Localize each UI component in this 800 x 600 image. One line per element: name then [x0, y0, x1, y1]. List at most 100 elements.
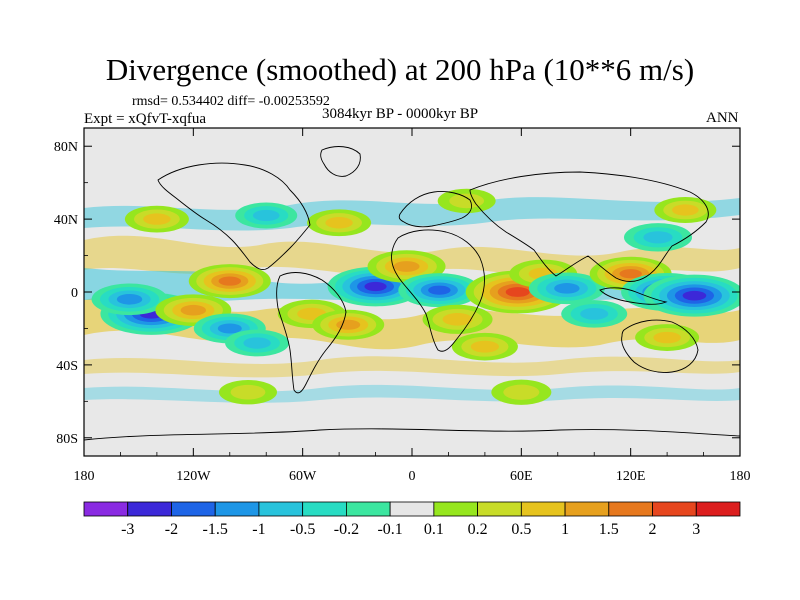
- divergence-feature: [124, 205, 189, 233]
- divergence-feature: [451, 332, 518, 361]
- divergence-feature: [491, 379, 552, 405]
- divergence-contour: [325, 217, 353, 229]
- divergence-feature: [561, 300, 628, 328]
- divergence-contour: [428, 285, 451, 295]
- colorbar-swatch: [127, 501, 172, 517]
- colorbar-swatch: [83, 501, 129, 517]
- colorbar-label: -0.1: [377, 521, 402, 538]
- divergence-contour: [243, 337, 271, 349]
- colorbar-label: 1.5: [599, 521, 619, 538]
- colorbar-swatch: [520, 501, 566, 517]
- colorbar-swatch: [477, 501, 522, 517]
- coastlines: [84, 146, 740, 441]
- divergence-contour: [230, 384, 266, 400]
- colorbar-swatch: [652, 501, 697, 517]
- colorbar-label: 0.1: [424, 521, 444, 538]
- divergence-feature: [624, 223, 692, 252]
- divergence-field: [84, 188, 740, 405]
- colorbar-label: -0.5: [290, 521, 315, 538]
- divergence-feature: [307, 209, 372, 237]
- x-tick-label: 120W: [176, 469, 211, 484]
- divergence-feature: [635, 324, 700, 351]
- divergence-contour: [682, 290, 707, 301]
- north-america-outline: [157, 162, 311, 271]
- experiment-label: Expt = xQfvT-xqfua: [84, 111, 207, 127]
- divergence-contour: [470, 340, 499, 353]
- divergence-contour: [580, 307, 609, 320]
- divergence-contour: [143, 213, 171, 225]
- divergence-contour: [217, 323, 242, 334]
- colorbar-swatch: [258, 501, 304, 517]
- divergence-contour: [218, 276, 241, 286]
- divergence-feature: [188, 264, 271, 299]
- colorbar-swatch: [564, 501, 610, 517]
- divergence-feature: [528, 272, 605, 305]
- colorbar-swatch: [389, 501, 435, 517]
- divergence-contour: [116, 293, 143, 305]
- divergence-feature: [422, 304, 493, 334]
- colorbar-swatch: [433, 501, 478, 517]
- divergence-feature: [398, 273, 481, 308]
- greenland-outline: [320, 146, 361, 177]
- europe-outline: [398, 191, 473, 228]
- antarctica-outline: [84, 428, 740, 441]
- x-tick-label: 60W: [289, 469, 317, 484]
- divergence-contour: [393, 261, 420, 272]
- y-tick-label: 80N: [54, 140, 78, 155]
- colorbar-label: 1: [561, 521, 569, 538]
- colorbar-label: -1.5: [203, 521, 228, 538]
- south-america-outline: [276, 272, 347, 394]
- colorbar-label: 3: [692, 521, 700, 538]
- colorbar-swatch: [171, 501, 216, 517]
- colorbar-swatch: [345, 501, 391, 517]
- divergence-feature: [312, 309, 385, 340]
- indonesia-outline: [599, 287, 668, 305]
- y-tick-label: 40N: [54, 213, 78, 228]
- x-tick-label: 180: [74, 469, 95, 484]
- divergence-contour: [643, 231, 673, 244]
- x-tick-label: 60E: [510, 469, 533, 484]
- divergence-feature: [654, 197, 717, 223]
- map-axes: 180 120W 60W 0 60E 120E 180 80N 40N 0 40S 80S: [54, 128, 751, 484]
- divergence-feature: [91, 283, 168, 316]
- colorbar-label: -1: [252, 521, 265, 538]
- divergence-contour: [619, 269, 642, 279]
- colorbar-label: -3: [121, 521, 134, 538]
- colorbar-label: 0.2: [468, 521, 488, 538]
- divergence-contour: [364, 281, 387, 292]
- colorbar-swatch: [608, 501, 653, 517]
- divergence-contour: [180, 304, 207, 316]
- divergence-contour: [449, 193, 485, 209]
- divergence-contour: [505, 287, 530, 297]
- colorbar-label: -0.2: [334, 521, 359, 538]
- divergence-feature: [225, 329, 290, 357]
- y-tick-label: 0: [71, 286, 78, 301]
- season-label: ANN: [706, 110, 739, 126]
- colorbar-swatch: [302, 501, 347, 517]
- divergence-contour: [336, 319, 361, 330]
- divergence-features: [91, 188, 740, 405]
- colorbar-swatch: [695, 501, 741, 517]
- stats-text: rmsd= 0.534402 diff= -0.00253592: [132, 94, 330, 109]
- divergence-contour: [554, 283, 580, 294]
- australia-outline: [621, 319, 699, 373]
- colorbar-label: -2: [165, 521, 178, 538]
- divergence-contour: [653, 331, 681, 344]
- y-tick-label: 40S: [56, 359, 78, 374]
- x-tick-label: 120E: [616, 469, 646, 484]
- divergence-feature: [235, 202, 298, 229]
- divergence-feature: [437, 188, 496, 214]
- divergence-contour: [252, 209, 280, 222]
- africa-outline: [391, 229, 485, 352]
- period-label: 3084kyr BP - 0000kyr BP: [322, 106, 479, 122]
- x-tick-label: 0: [409, 469, 416, 484]
- divergence-contour: [672, 204, 699, 216]
- colorbar-label: 2: [649, 521, 657, 538]
- chart-title: Divergence (smoothed) at 200 hPa (10**6 …: [105, 52, 695, 87]
- colorbar: -3 -2 -1.5 -1 -0.5 -0.2 -0.1 0.1 0.2 0.5 1 1.5 2 3: [83, 501, 741, 538]
- colorbar-label: 0.5: [511, 521, 531, 538]
- asia-outline: [469, 171, 709, 282]
- divergence-feature: [219, 380, 277, 405]
- colorbar-swatch: [214, 501, 260, 517]
